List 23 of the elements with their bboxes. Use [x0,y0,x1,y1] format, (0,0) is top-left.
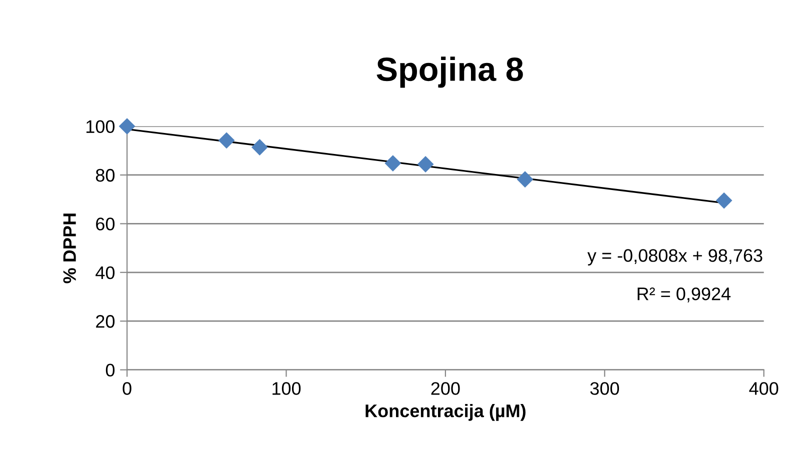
chart-title: Spojina 8 [376,56,523,88]
annotation: R² = 0,9924 [638,287,731,302]
y-tick-label: 80 [96,168,115,182]
y-tick-label: 40 [96,266,115,280]
point [218,132,235,149]
x-axis-title: Koncentracija (µM) [366,404,526,421]
point [384,155,402,172]
y-tick-label: 100 [86,120,115,133]
point [118,118,136,134]
point [716,192,732,209]
x-tick-label: 100 [272,382,301,395]
point [516,171,534,188]
point [417,156,434,172]
y-tick-label: 60 [96,218,115,230]
y-tick-label: 20 [96,315,115,328]
y-axis-title: % DPPH [63,214,76,284]
x-tick-label: 0 [122,382,132,395]
x-tick-label: 400 [749,382,778,395]
point [251,139,268,156]
x-tick-label: 200 [431,382,460,395]
x-tick-label: 300 [590,382,619,395]
annotation: y = -0,0808x + 98,763 [587,249,762,266]
y-tick-label: 0 [106,364,115,377]
